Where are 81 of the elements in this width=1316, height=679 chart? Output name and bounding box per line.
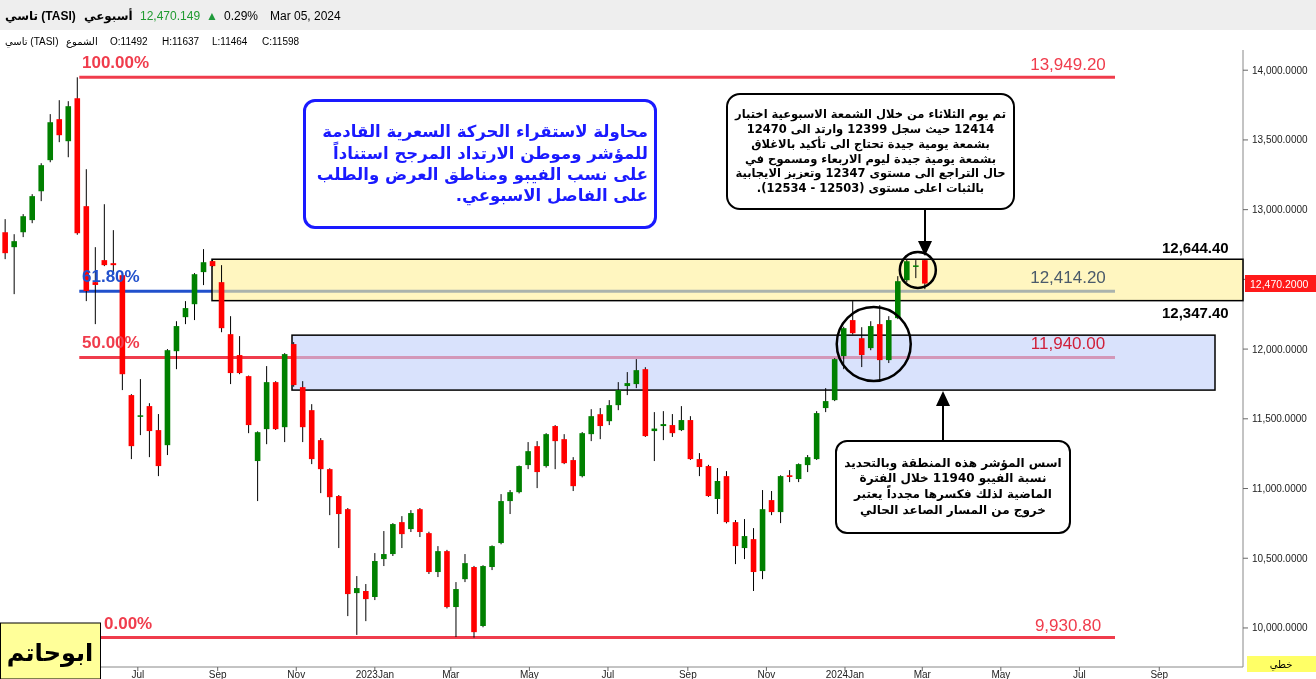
x-tick-label: Mar [442, 669, 461, 679]
x-tick-label: Jul [131, 669, 145, 679]
candlestick [381, 530, 387, 567]
annotation: محاولة لاستقراء الحركة السعرية القادمة للمؤشر وموطن الارتداد المرجح استناداً على نسب الفيبو ومناطق العرض والطلب على الفاصل الاسبوعي. [315, 121, 648, 207]
candlestick [20, 213, 26, 238]
candlestick [904, 258, 910, 283]
candlestick [615, 381, 622, 411]
candlestick [489, 544, 495, 571]
candlestick [858, 326, 865, 368]
y-tick-label: 10,000.0000 [1252, 622, 1309, 634]
candlestick [200, 248, 207, 286]
candlestick [552, 424, 558, 470]
text: 12,470.149 [140, 9, 201, 23]
candlestick [624, 371, 631, 396]
annotation: اسس المؤشر هذه المنطقة وبالتحديد نسبة الفيبو 11940 خلال الفترة الماضية لذلك فكسرها مجدداً يعتبر خروج من المسار الصاعد الحالي [843, 455, 1063, 519]
candlestick [408, 509, 414, 533]
candlestick [525, 441, 531, 470]
x-tick-label: Jul [601, 669, 615, 679]
annotation: 100.00% [82, 53, 150, 73]
ref-line-label: 11,940.00 [1030, 334, 1106, 354]
candlestick [417, 507, 423, 538]
y-tick-label: 13,000.0000 [1252, 204, 1309, 216]
annotation: تم يوم الثلاثاء من خلال الشمعة الاسبوعية اختبار 12414 حيث سجل 12399 وارتد الى 12470 بشمعة يومية جيدة تحتاج الى تأكيد بالاغلاق بشمعة يومية جيدة ليوم الاربعاء ومسموح في حال التراجع الى مستوى 12347 وتعزيز الايجابية بالثبات اعلى مستوى (12503 - 12534). [734, 106, 1007, 197]
candlestick [867, 320, 874, 351]
candlestick [795, 462, 802, 483]
text: 12,470.2000 [1250, 277, 1309, 290]
candlestick [435, 545, 441, 578]
text: الشموع [66, 36, 98, 48]
text: C:11598 [262, 36, 300, 47]
candlestick [363, 583, 369, 622]
candlestick [2, 218, 8, 260]
candlestick [462, 553, 468, 583]
text: 0.29% [224, 9, 259, 23]
annotation: 12,347.40 [1161, 303, 1229, 321]
candlestick [606, 399, 613, 426]
candlestick [56, 99, 63, 143]
candlestick [507, 489, 513, 515]
y-tick-label: 11,500.0000 [1252, 413, 1308, 425]
annotation: 12,644.40 [1161, 239, 1229, 257]
text: Mar 05, 2024 [270, 9, 342, 23]
y-tick-label: 14,000.0000 [1252, 64, 1309, 76]
x-tick-label: Nov [287, 669, 306, 679]
y-tick-label: 11,000.0000 [1252, 483, 1308, 495]
candlestick [732, 519, 739, 565]
candlestick [633, 358, 640, 389]
x-tick-label: Mar [913, 669, 932, 679]
candlestick [29, 193, 35, 224]
x-tick-label: Nov [757, 669, 776, 679]
candlestick [660, 410, 667, 441]
text: ▲ [206, 9, 218, 23]
candlestick [453, 581, 459, 638]
candlestick [588, 408, 595, 442]
candlestick [768, 490, 775, 516]
candlestick [696, 452, 703, 477]
y-tick-label: 10,500.0000 [1252, 552, 1309, 564]
ref-line-label: 13,949.20 [1030, 55, 1106, 75]
text: خطي [1269, 659, 1293, 671]
text: L:11464 [212, 36, 248, 47]
x-tick-label: Jul [1073, 669, 1086, 679]
candlestick [354, 575, 360, 636]
y-tick-label: 12,000.0000 [1252, 343, 1309, 355]
x-tick-label: 2024Jan [825, 669, 865, 679]
text: تاسي (TASI) [5, 9, 76, 23]
annotation: ابوحاتم [6, 639, 94, 667]
candlestick [11, 233, 17, 295]
candlestick [597, 407, 604, 440]
x-tick-label: 2023Jan [355, 669, 395, 679]
ref-line-label: 9,930.80 [1034, 615, 1102, 635]
text: H:11637 [162, 36, 200, 47]
candlestick [741, 518, 748, 560]
text: O:11492 [110, 36, 149, 47]
ref-line-label: 12,414.20 [1030, 268, 1106, 288]
text: أسبوعي [84, 8, 133, 24]
candlestick [561, 433, 567, 465]
candlestick [335, 494, 342, 549]
y-tick-label: 13,500.0000 [1252, 134, 1309, 146]
candlestick [822, 387, 829, 413]
candlestick [399, 515, 405, 549]
candlestick [137, 378, 144, 436]
text: تاسي (TASI) [5, 36, 59, 48]
annotation: 0.00% [104, 613, 153, 633]
